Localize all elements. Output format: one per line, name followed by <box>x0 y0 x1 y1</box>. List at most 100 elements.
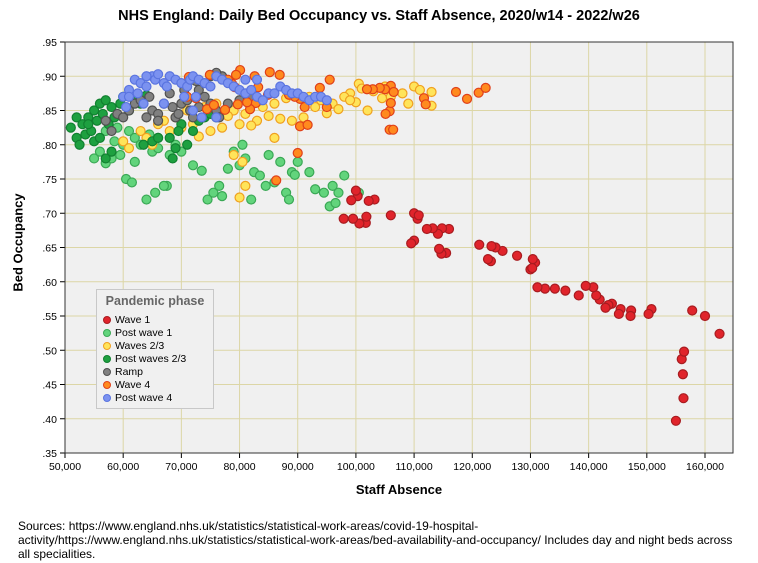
point-waves-2-3 <box>376 93 388 104</box>
point-wave-4 <box>264 67 275 78</box>
point-post-wave-4 <box>138 98 149 109</box>
point-waves-2-3 <box>240 180 251 191</box>
point-post-wave-1 <box>129 132 140 143</box>
legend-label: Waves 2/3 <box>115 339 165 352</box>
point-post-waves-2-3 <box>152 132 164 143</box>
point-waves-2-3 <box>205 125 216 137</box>
point-post-wave-4 <box>187 105 199 116</box>
x-tick-label: 50,000 <box>49 461 81 473</box>
x-tick-label: 140,000 <box>570 461 608 473</box>
point-post-waves-2-3 <box>106 101 117 113</box>
y-tick-label: .95 <box>42 37 57 49</box>
y-tick-label: .80 <box>42 140 57 152</box>
x-tick-label: 130,000 <box>511 461 549 473</box>
point-post-wave-4 <box>152 69 164 80</box>
point-post-wave-4 <box>246 84 257 96</box>
point-wave-1 <box>350 185 362 196</box>
point-wave-1 <box>714 328 725 339</box>
point-post-wave-1 <box>202 194 213 205</box>
point-post-wave-1 <box>216 191 228 202</box>
x-tick-label: 90,000 <box>282 461 314 473</box>
y-tick-label: .50 <box>42 345 57 357</box>
point-wave-4 <box>242 97 253 108</box>
point-ramp <box>152 115 164 126</box>
point-wave-1 <box>511 250 523 261</box>
point-post-wave-1 <box>260 180 271 191</box>
point-post-waves-2-3 <box>170 143 181 154</box>
legend-label: Wave 1 <box>115 313 151 326</box>
point-wave-1 <box>486 241 497 252</box>
point-post-wave-4 <box>205 81 216 92</box>
point-ramp <box>173 108 184 120</box>
point-wave-4 <box>292 147 303 159</box>
point-wave-4 <box>361 84 373 95</box>
point-post-waves-2-3 <box>65 122 76 133</box>
point-post-wave-4 <box>269 88 280 99</box>
x-tick-label: 70,000 <box>165 461 197 473</box>
point-post-wave-1 <box>254 170 266 181</box>
point-wave-4 <box>219 104 231 115</box>
point-waves-2-3 <box>216 122 228 133</box>
point-waves-2-3 <box>333 104 344 115</box>
point-post-wave-1 <box>222 163 234 174</box>
point-post-wave-4 <box>141 71 152 82</box>
point-post-wave-1 <box>94 146 106 157</box>
legend-item-waves-2-3: Waves 2/3 <box>103 339 207 352</box>
legend-item-wave-1: Wave 1 <box>103 313 207 326</box>
legend-marker <box>103 315 111 324</box>
point-wave-4 <box>271 175 282 186</box>
x-tick-label: 150,000 <box>628 461 666 473</box>
point-post-wave-4 <box>120 101 132 113</box>
point-post-waves-2-3 <box>164 132 175 143</box>
point-wave-1 <box>580 280 591 291</box>
point-wave-4 <box>480 82 491 93</box>
plot-frame <box>64 41 734 454</box>
point-post-wave-1 <box>333 187 344 198</box>
point-wave-1 <box>560 285 571 296</box>
point-waves-2-3 <box>426 86 437 98</box>
y-tick-label: .75 <box>42 174 57 186</box>
point-waves-2-3 <box>414 84 426 96</box>
point-post-waves-2-3 <box>74 139 85 150</box>
legend-label: Post waves 2/3 <box>115 352 187 365</box>
point-post-wave-1 <box>109 136 120 147</box>
point-waves-2-3 <box>123 143 135 154</box>
legend-item-ramp: Ramp <box>103 365 207 378</box>
point-post-wave-1 <box>88 153 100 164</box>
point-wave-1 <box>532 282 543 293</box>
y-tick-label: .55 <box>42 311 57 323</box>
point-wave-4 <box>388 124 399 135</box>
point-wave-4 <box>274 69 285 80</box>
x-tick-label: 80,000 <box>223 461 255 473</box>
point-waves-2-3 <box>269 132 280 143</box>
point-post-wave-1 <box>126 177 138 188</box>
point-wave-1 <box>678 346 690 357</box>
point-waves-2-3 <box>275 113 286 124</box>
point-ramp <box>118 112 129 123</box>
point-post-wave-1 <box>187 160 199 171</box>
point-wave-4 <box>473 87 484 98</box>
point-post-wave-1 <box>318 187 330 198</box>
point-post-wave-1 <box>150 187 161 198</box>
y-tick-label: .90 <box>42 71 57 83</box>
y-axis-label: Bed Occupancy <box>10 193 26 292</box>
point-wave-1 <box>670 415 682 426</box>
point-wave-1 <box>347 213 359 224</box>
point-post-waves-2-3 <box>71 112 82 123</box>
y-tick-label: .40 <box>42 414 57 426</box>
legend-marker <box>103 380 111 389</box>
point-post-wave-1 <box>263 149 274 161</box>
point-wave-4 <box>461 93 473 104</box>
point-waves-2-3 <box>310 101 321 113</box>
point-wave-1 <box>527 254 538 265</box>
point-post-wave-1 <box>339 170 350 181</box>
point-post-wave-1 <box>115 149 126 161</box>
point-ramp <box>141 112 152 123</box>
point-wave-4 <box>420 99 431 110</box>
point-post-waves-2-3 <box>182 139 193 150</box>
point-wave-4 <box>324 74 335 85</box>
x-axis-label: Staff Absence <box>355 482 443 497</box>
point-ramp <box>106 125 117 137</box>
point-post-wave-4 <box>141 81 152 92</box>
legend-label: Post wave 1 <box>115 326 173 339</box>
